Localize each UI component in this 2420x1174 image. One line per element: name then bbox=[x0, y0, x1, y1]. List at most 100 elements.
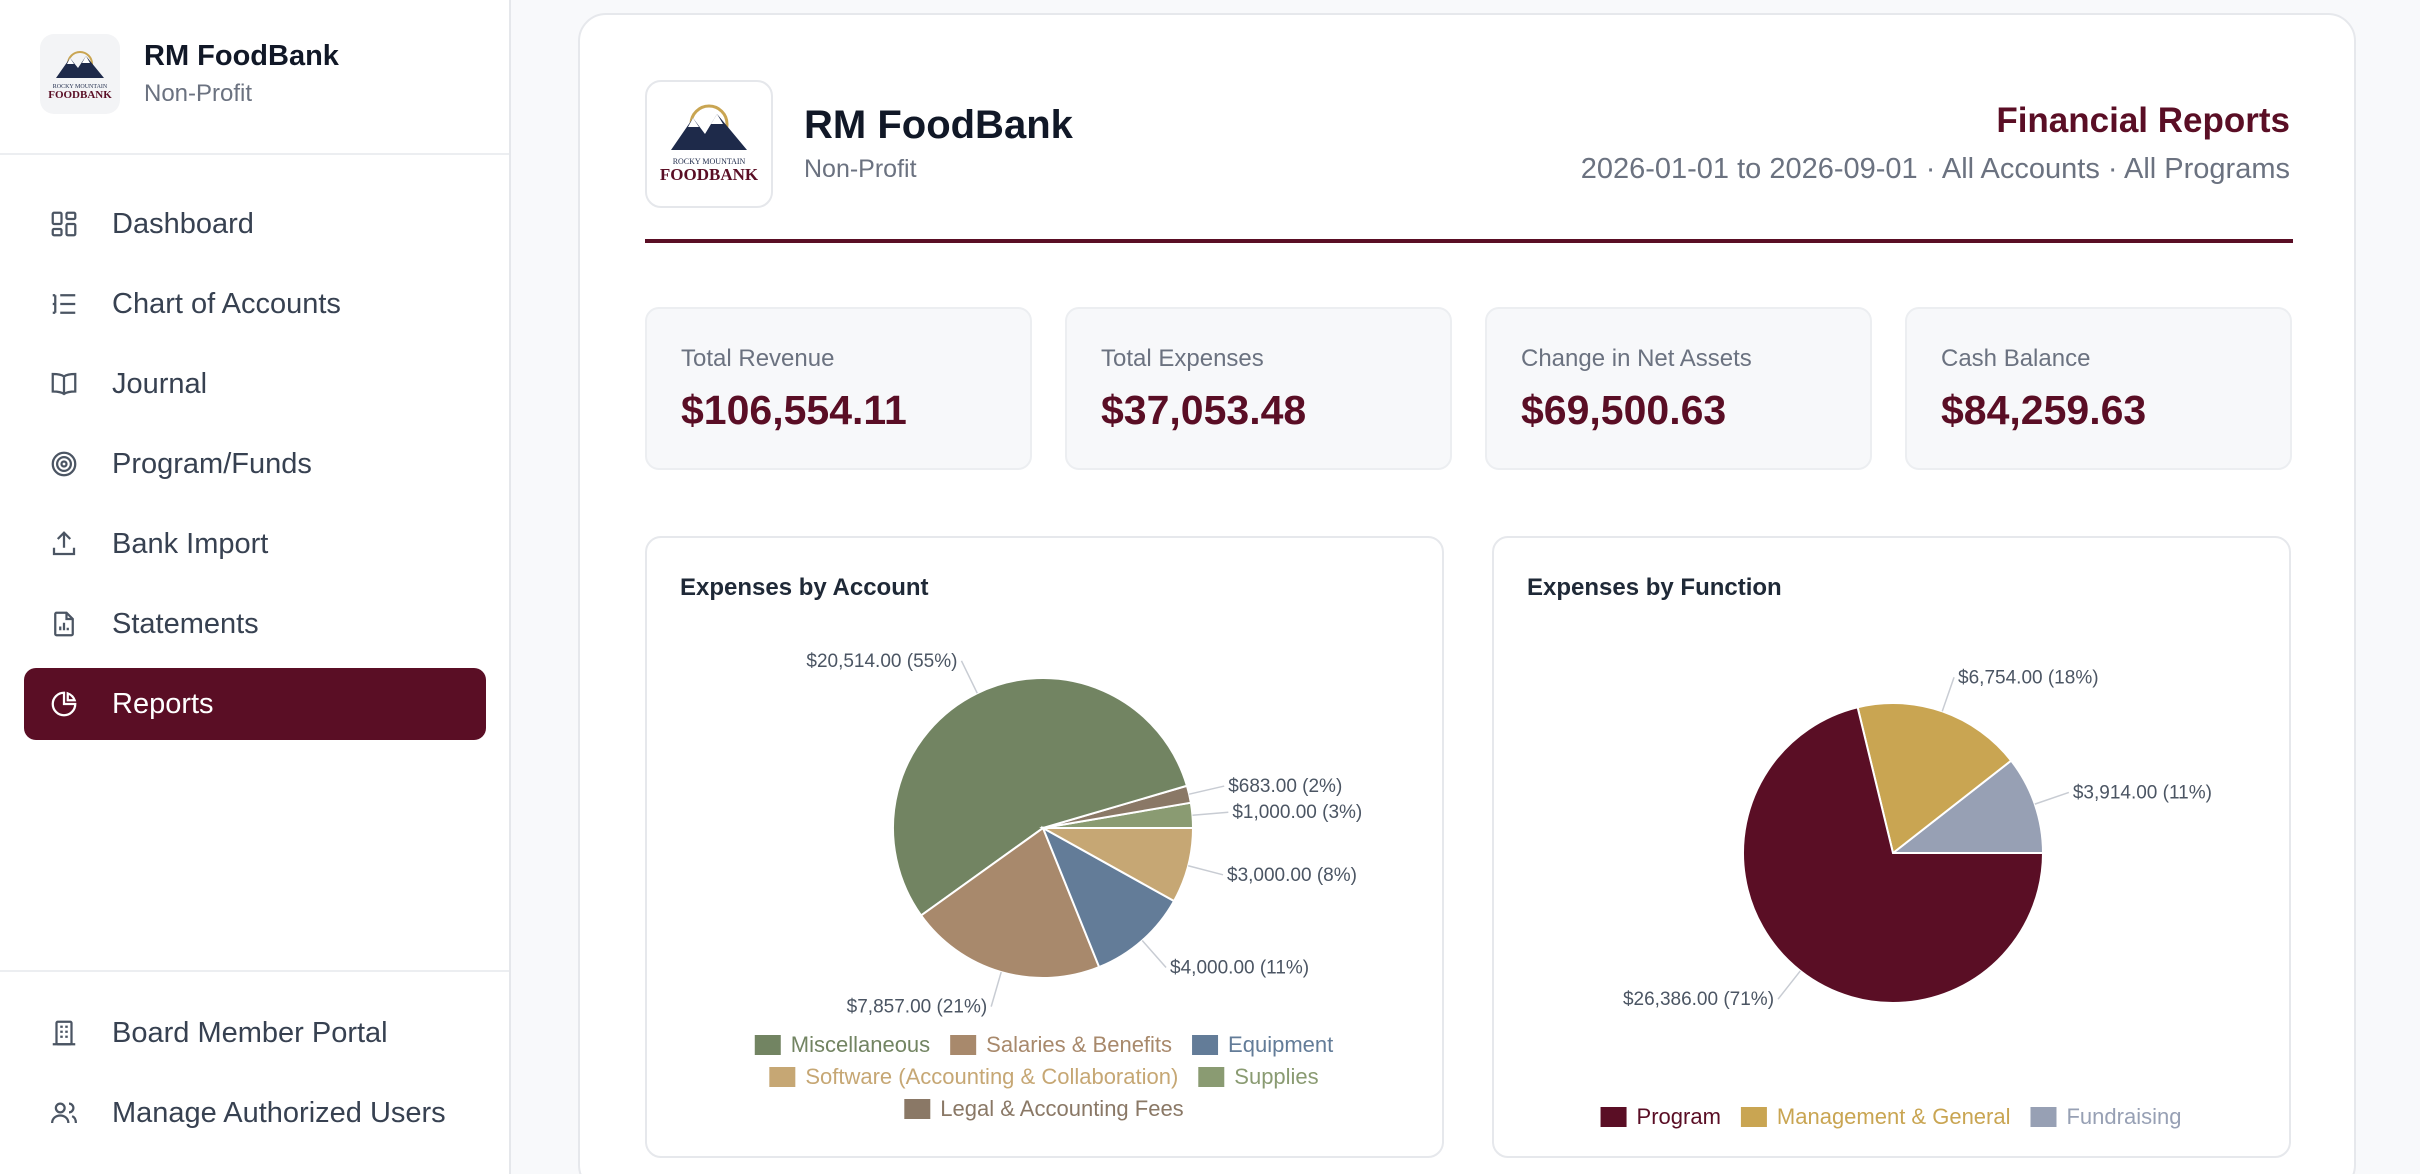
report-title: Financial Reports bbox=[1996, 101, 2290, 140]
pie-label-leader bbox=[2034, 791, 2070, 805]
legend-label-management-general: Management & General bbox=[1777, 1104, 2011, 1129]
legend-label-salaries-benefits: Salaries & Benefits bbox=[986, 1032, 1172, 1057]
legend-label-program: Program bbox=[1637, 1104, 1721, 1129]
kpi-value: $37,053.48 bbox=[1101, 387, 1307, 433]
kpi-label: Total Expenses bbox=[1101, 345, 1264, 372]
pie-data-label: $6,754.00 (18%) bbox=[1958, 667, 2099, 688]
svg-text:ROCKY MOUNTAIN: ROCKY MOUNTAIN bbox=[673, 157, 746, 166]
svg-text:ROCKY MOUNTAIN: ROCKY MOUNTAIN bbox=[53, 84, 108, 90]
kpi-change-net-assets: Change in Net Assets $69,500.63 bbox=[1485, 307, 1872, 470]
sidebar-brand: ROCKY MOUNTAIN FOODBANK RM FoodBank Non-… bbox=[0, 0, 509, 155]
sidebar-divider bbox=[0, 970, 509, 972]
legend-label-software-accounting-collaboration: Software (Accounting & Collaboration) bbox=[805, 1064, 1178, 1089]
legend-swatch-fundraising bbox=[2030, 1107, 2057, 1127]
report-org-name: RM FoodBank bbox=[804, 103, 1073, 147]
pie-data-label: $26,386.00 (71%) bbox=[1623, 989, 1774, 1010]
pie-slice-fundraising[interactable] bbox=[1890, 759, 2045, 854]
legend-label-supplies: Supplies bbox=[1234, 1064, 1318, 1089]
kpi-label: Cash Balance bbox=[1941, 345, 2091, 372]
kpi-total-revenue: Total Revenue $106,554.11 bbox=[645, 307, 1032, 470]
expenses-by-account-pie: $1,000.00 (3%) $683.00 (2%) $20,514.00 (55… bbox=[754, 651, 1362, 1121]
sidebar-item-reports[interactable]: Reports bbox=[24, 668, 486, 740]
kpi-label: Change in Net Assets bbox=[1521, 345, 1752, 372]
kpi-value: $84,259.63 bbox=[1941, 387, 2147, 433]
pie-label-leader bbox=[1941, 677, 1955, 712]
file-chart-icon bbox=[48, 608, 80, 640]
chart-expenses-by-function: Expenses by Function $3,914.00 (11%) $6,7… bbox=[1492, 536, 2291, 1158]
sidebar-item-bank-import[interactable]: Bank Import bbox=[24, 508, 486, 580]
pie-chart-icon bbox=[48, 688, 80, 720]
target-icon bbox=[48, 448, 80, 480]
pie-label-leader bbox=[1192, 811, 1229, 817]
sidebar-item-label: Board Member Portal bbox=[112, 1016, 388, 1049]
legend-swatch-salaries-benefits bbox=[950, 1035, 977, 1055]
foodbank-logo-icon: ROCKY MOUNTAIN FOODBANK bbox=[48, 51, 112, 101]
sidebar-item-label: Reports bbox=[112, 687, 214, 720]
pie-label-leader bbox=[990, 971, 1002, 1007]
kpi-value: $106,554.11 bbox=[681, 387, 907, 433]
sidebar-item-dashboard[interactable]: Dashboard bbox=[24, 188, 486, 260]
pie-label-leader bbox=[1187, 865, 1224, 876]
list-icon bbox=[48, 288, 80, 320]
pie-label-leader bbox=[1141, 939, 1167, 968]
legend-swatch-program bbox=[1600, 1107, 1627, 1127]
legend-row: Miscellaneous Salaries & Benefits Equipmen… bbox=[754, 1032, 1333, 1057]
sidebar-item-statements[interactable]: Statements bbox=[24, 588, 486, 660]
sidebar-item-label: Bank Import bbox=[112, 527, 269, 560]
users-icon bbox=[48, 1097, 80, 1129]
sidebar: ROCKY MOUNTAIN FOODBANK RM FoodBank Non-… bbox=[0, 0, 511, 1174]
legend-label-fundraising: Fundraising bbox=[2066, 1104, 2181, 1129]
sidebar-org-type: Non-Profit bbox=[144, 80, 253, 107]
sidebar-item-label: Statements bbox=[112, 607, 259, 640]
upload-icon bbox=[48, 528, 80, 560]
building-icon bbox=[48, 1017, 80, 1049]
report-org-type: Non-Profit bbox=[804, 155, 917, 183]
legend-swatch-legal-accounting-fees bbox=[904, 1099, 931, 1119]
report-range: 2026-01-01 to 2026-09-01 · All Accounts … bbox=[1580, 153, 2290, 185]
sidebar-item-chart-of-accounts[interactable]: Chart of Accounts bbox=[24, 268, 486, 340]
legend-row: Software (Accounting & Collaboration) Sup… bbox=[769, 1064, 1319, 1089]
sidebar-item-label: Journal bbox=[112, 367, 208, 400]
sidebar-org-name: RM FoodBank bbox=[144, 40, 339, 72]
svg-text:FOODBANK: FOODBANK bbox=[660, 165, 759, 184]
legend-swatch-management-general bbox=[1740, 1107, 1767, 1127]
pie-data-label: $3,000.00 (8%) bbox=[1227, 865, 1357, 886]
legend-label-legal-accounting-fees: Legal & Accounting Fees bbox=[940, 1096, 1183, 1121]
svg-text:FOODBANK: FOODBANK bbox=[48, 89, 112, 101]
sidebar-item-label: Manage Authorized Users bbox=[112, 1096, 446, 1129]
kpi-cash-balance: Cash Balance $84,259.63 bbox=[1905, 307, 2292, 470]
legend-swatch-equipment bbox=[1192, 1035, 1219, 1055]
legend-swatch-software-accounting-collaboration bbox=[769, 1067, 796, 1087]
kpi-total-expenses: Total Expenses $37,053.48 bbox=[1065, 307, 1452, 470]
expenses-by-function-pie: $3,914.00 (11%) $6,754.00 (18%) $26,386.00… bbox=[1600, 667, 2212, 1129]
pie-data-label: $20,514.00 (55%) bbox=[806, 651, 957, 672]
report-card: ROCKY MOUNTAIN FOODBANK RM FoodBank Non-… bbox=[578, 13, 2356, 1174]
report-org-logo: ROCKY MOUNTAIN FOODBANK bbox=[645, 80, 773, 208]
kpi-label: Total Revenue bbox=[681, 345, 835, 372]
pie-slice-program[interactable] bbox=[1742, 706, 2045, 1004]
legend-row: Legal & Accounting Fees bbox=[904, 1096, 1184, 1121]
pie-data-label: $3,914.00 (11%) bbox=[2073, 782, 2212, 803]
legend-swatch-supplies bbox=[1198, 1067, 1225, 1087]
org-logo: ROCKY MOUNTAIN FOODBANK bbox=[40, 34, 120, 114]
sidebar-item-manage-users[interactable]: Manage Authorized Users bbox=[24, 1077, 486, 1149]
sidebar-item-program-funds[interactable]: Program/Funds bbox=[24, 428, 486, 500]
chart-title: Expenses by Account bbox=[680, 574, 929, 601]
pie-data-label: $683.00 (2%) bbox=[1228, 776, 1342, 797]
legend-label-miscellaneous: Miscellaneous bbox=[791, 1032, 930, 1057]
pie-slice-management-general[interactable] bbox=[1856, 702, 2013, 855]
legend-swatch-miscellaneous bbox=[754, 1035, 781, 1055]
pie-label-leader bbox=[960, 660, 978, 694]
dashboard-icon bbox=[48, 208, 80, 240]
legend-label-equipment: Equipment bbox=[1228, 1032, 1333, 1057]
pie-data-label: $7,857.00 (21%) bbox=[847, 997, 988, 1018]
sidebar-item-board-member-portal[interactable]: Board Member Portal bbox=[24, 997, 486, 1069]
sidebar-item-journal[interactable]: Journal bbox=[24, 348, 486, 420]
sidebar-item-label: Dashboard bbox=[112, 207, 254, 240]
book-icon bbox=[48, 368, 80, 400]
foodbank-logo-icon: ROCKY MOUNTAIN FOODBANK bbox=[660, 104, 759, 184]
report-header-rule bbox=[645, 239, 2293, 243]
chart-title: Expenses by Function bbox=[1527, 574, 1782, 601]
legend-row: Program Management & General Fundraising bbox=[1600, 1104, 2181, 1129]
pie-data-label: $1,000.00 (3%) bbox=[1232, 802, 1362, 823]
